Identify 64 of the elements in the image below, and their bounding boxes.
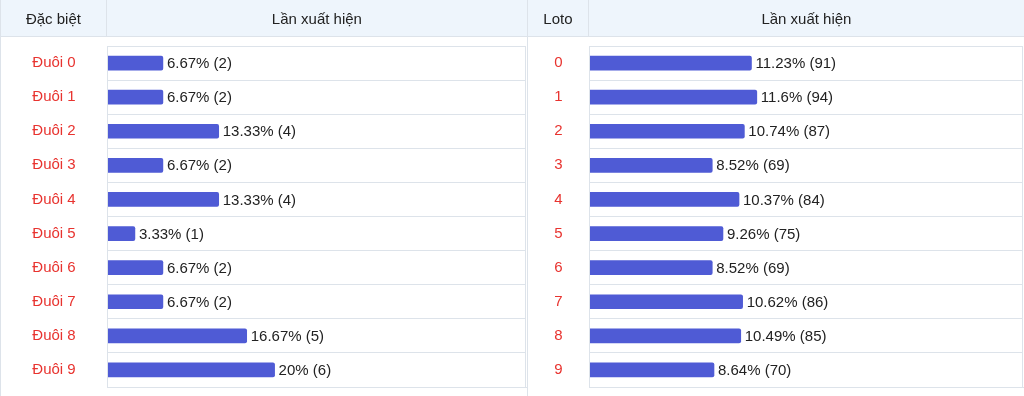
bar	[107, 294, 164, 310]
y-tick-label: 9	[554, 360, 563, 378]
data-label: 20% (6)	[278, 361, 332, 379]
y-tick-label: Đuôi 6	[32, 257, 76, 275]
bar	[107, 123, 220, 139]
y-tick-label: 5	[554, 223, 563, 241]
bar	[589, 328, 742, 344]
y-tick-label: 2	[554, 121, 563, 139]
bar	[589, 123, 745, 139]
bar	[589, 362, 715, 378]
bar	[589, 294, 743, 310]
y-tick-label: Đuôi 3	[32, 155, 76, 173]
y-axis-title: Loto	[528, 0, 589, 36]
data-label: 16.67% (5)	[250, 326, 325, 344]
x-axis-title: Lần xuất hiện	[270, 8, 363, 29]
data-label: 11.23% (91)	[755, 54, 837, 72]
y-tick-label: Đuôi 0	[32, 53, 76, 71]
y-tick-label: 7	[554, 291, 563, 309]
data-label: 8.52% (69)	[716, 258, 790, 276]
bar	[107, 362, 275, 378]
bar	[107, 192, 220, 207]
bar	[107, 158, 164, 173]
bar	[107, 226, 136, 241]
bar	[589, 158, 713, 173]
data-label: 8.52% (69)	[716, 156, 790, 174]
bar	[107, 328, 248, 344]
y-tick-label: Đuôi 7	[32, 291, 76, 309]
data-label: 6.67% (2)	[166, 54, 232, 72]
y-tick-label: Đuôi 8	[32, 325, 76, 343]
bar	[589, 260, 713, 275]
data-label: 11.6% (94)	[760, 88, 834, 106]
data-label: 10.74% (87)	[748, 122, 831, 140]
data-label: 10.49% (85)	[744, 326, 827, 344]
y-tick-label: 1	[554, 87, 563, 105]
bar	[107, 55, 164, 71]
y-tick-label: Đuôi 4	[32, 189, 76, 207]
data-label: 9.26% (75)	[726, 224, 801, 242]
data-label: 6.67% (2)	[166, 258, 232, 276]
y-tick-label: Đuôi 5	[32, 223, 76, 241]
y-tick-label: 8	[554, 325, 563, 343]
data-label: 8.64% (70)	[717, 361, 792, 379]
data-label: 6.67% (2)	[166, 156, 232, 174]
y-axis-title: Đặc biệt	[1, 0, 107, 36]
bar	[107, 260, 164, 275]
bar	[107, 89, 164, 105]
y-tick-label: Đuôi 2	[32, 121, 76, 139]
bar	[589, 192, 740, 207]
y-tick-label: 6	[554, 257, 563, 275]
bar	[589, 55, 752, 71]
y-tick-label: Đuôi 9	[32, 360, 76, 378]
data-label: 6.67% (2)	[166, 88, 232, 106]
bar	[589, 89, 758, 105]
y-tick-label: 4	[554, 189, 563, 207]
data-label: 10.37% (84)	[743, 190, 825, 208]
data-label: 10.62% (86)	[746, 292, 829, 310]
x-axis-title: Lần xuất hiện	[760, 8, 853, 29]
data-label: 13.33% (4)	[222, 122, 297, 140]
data-label: 6.67% (2)	[166, 292, 232, 310]
y-tick-label: 0	[554, 53, 563, 71]
y-tick-label: Đuôi 1	[32, 87, 76, 105]
bar	[589, 226, 724, 241]
y-tick-label: 3	[554, 155, 563, 173]
data-label: 3.33% (1)	[138, 224, 204, 242]
data-label: 13.33% (4)	[222, 190, 297, 208]
